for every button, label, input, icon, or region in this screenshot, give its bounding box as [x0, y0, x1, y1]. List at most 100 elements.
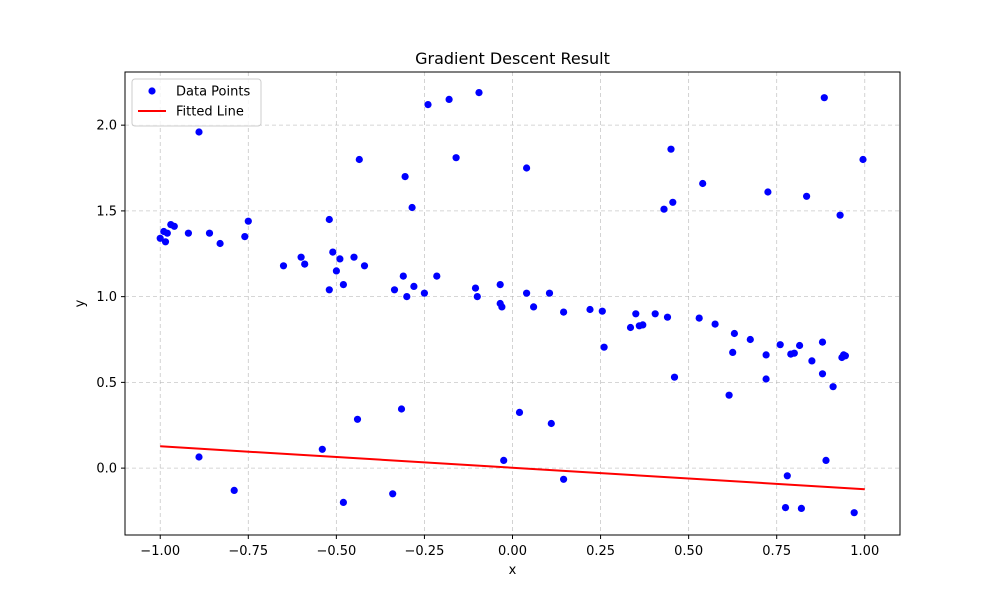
data-point [711, 320, 719, 328]
data-point [822, 456, 830, 464]
data-point [523, 164, 531, 172]
data-point [762, 351, 770, 359]
data-point [297, 253, 305, 261]
data-point [515, 408, 524, 416]
data-point [670, 373, 679, 381]
y-tick-label: 1.5 [96, 204, 117, 219]
data-point [820, 94, 828, 102]
data-point [850, 509, 858, 517]
x-tick-label: −0.75 [228, 544, 268, 559]
data-point [667, 145, 675, 153]
x-tick-label: −1.00 [140, 544, 180, 559]
data-point [797, 504, 806, 512]
data-point [205, 229, 214, 237]
data-point [408, 203, 416, 212]
data-point [325, 215, 333, 224]
data-point [790, 349, 798, 357]
data-point [632, 310, 640, 318]
data-point [420, 289, 428, 297]
data-point [818, 338, 827, 346]
data-point [401, 173, 409, 181]
data-point [184, 229, 192, 237]
y-axis-label: y [73, 299, 88, 307]
data-point [230, 486, 238, 494]
x-axis-ticks: −1.00 −0.75 −0.50 −0.25 0.00 0.25 0.50 0.75 1.00 [140, 535, 879, 559]
data-point [170, 222, 178, 230]
data-point [796, 341, 804, 350]
data-point [163, 229, 171, 237]
fitted-line [160, 445, 865, 491]
data-point [161, 238, 170, 246]
data-point [452, 154, 460, 162]
data-point [651, 310, 659, 318]
y-tick-label: 0.5 [96, 376, 117, 391]
data-point [301, 260, 309, 268]
data-point [746, 335, 754, 344]
data-point [560, 308, 568, 316]
data-point [695, 314, 703, 322]
data-point [195, 128, 203, 136]
data-point [241, 233, 249, 241]
x-tick-label: 0.00 [498, 544, 527, 559]
data-point [818, 370, 827, 378]
data-point [433, 272, 441, 280]
data-point [339, 498, 347, 506]
data-point [859, 155, 867, 164]
data-point [399, 272, 407, 280]
data-point [841, 352, 850, 360]
data-point [530, 303, 538, 311]
data-point [498, 303, 506, 311]
data-point [836, 211, 844, 219]
data-point [776, 341, 784, 349]
data-point [496, 281, 504, 289]
data-point [547, 419, 555, 428]
data-points-layer [156, 89, 867, 517]
data-point [663, 313, 672, 321]
x-axis-label: x [509, 563, 517, 578]
data-point [389, 490, 397, 498]
legend-box [131, 78, 262, 127]
data-point [336, 255, 344, 263]
x-tick-label: −0.25 [405, 544, 445, 559]
legend-label-fitted-line: Fitted Line [176, 105, 244, 120]
data-point [725, 391, 733, 399]
x-tick-label: 1.00 [850, 544, 879, 559]
data-point [216, 239, 224, 248]
legend-label-data-points: Data Points [176, 85, 250, 100]
data-point [471, 284, 480, 292]
data-point [545, 289, 554, 297]
data-point [586, 305, 594, 314]
data-point [195, 453, 203, 461]
data-point [475, 89, 483, 97]
data-point [730, 329, 739, 338]
x-tick-label: 0.25 [586, 544, 615, 559]
fitted-line-layer [160, 445, 865, 491]
data-point [244, 217, 252, 225]
y-tick-label: 0.0 [96, 462, 117, 477]
data-point [660, 205, 668, 213]
data-point [318, 445, 326, 453]
data-point [639, 321, 647, 329]
data-point [329, 248, 337, 256]
x-tick-label: −0.50 [316, 544, 356, 559]
data-point [350, 253, 358, 261]
x-tick-label: 0.50 [674, 544, 703, 559]
data-point [699, 179, 707, 188]
data-point [403, 293, 411, 301]
legend: Data Points Fitted Line [131, 78, 262, 127]
data-point [424, 101, 432, 109]
data-point [523, 289, 531, 297]
y-tick-label: 1.0 [96, 290, 117, 305]
data-point [410, 282, 418, 290]
data-point [764, 188, 772, 196]
data-point [325, 286, 333, 294]
data-point [500, 456, 508, 464]
data-point [355, 155, 363, 164]
data-point [762, 375, 770, 383]
data-point [339, 281, 347, 289]
y-axis-ticks: 0.0 0.5 1.0 1.5 2.0 [96, 119, 125, 477]
legend-marker-data-points [148, 87, 156, 95]
data-point [360, 262, 369, 270]
data-point [803, 192, 811, 200]
